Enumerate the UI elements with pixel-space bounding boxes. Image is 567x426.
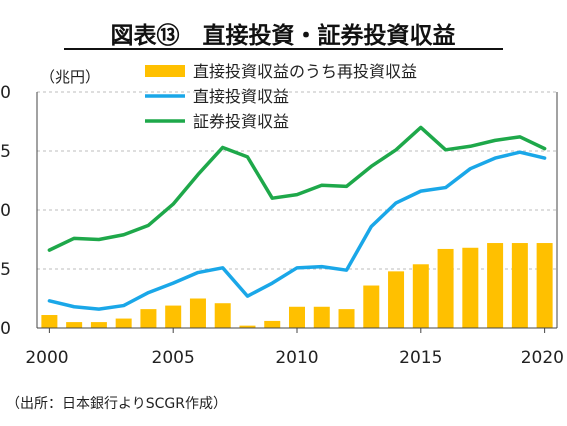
legend-label: 証券投資収益 xyxy=(193,112,289,131)
y-tick-label: 5 xyxy=(0,260,11,280)
x-tick-label: 2000 xyxy=(25,348,68,368)
y-tick-label: 0 xyxy=(0,83,11,103)
legend-label: 直接投資収益 xyxy=(193,87,289,106)
bar xyxy=(487,243,504,328)
bar xyxy=(289,306,305,328)
bar xyxy=(536,243,553,328)
bar xyxy=(140,309,157,328)
bar xyxy=(462,247,479,328)
bar xyxy=(437,248,454,328)
series-lines xyxy=(47,125,547,311)
bar xyxy=(363,285,380,328)
source-note: （出所：日本銀行よりSCGR作成） xyxy=(6,396,227,412)
bar xyxy=(313,306,330,328)
bar xyxy=(165,305,182,328)
gridlines xyxy=(37,91,557,270)
series-line-1 xyxy=(47,125,547,252)
chart-title: 図表⑬ 直接投資・証券投資収益 xyxy=(111,22,456,49)
axes: 0 5 0 5 0 2000 2005 2010 2015 2020 xyxy=(0,83,564,368)
bar xyxy=(511,243,528,328)
bar xyxy=(41,315,58,328)
bars xyxy=(41,243,553,328)
bar xyxy=(90,322,107,328)
y-tick-label: 0 xyxy=(0,201,11,221)
x-tick-label: 2020 xyxy=(521,348,564,368)
x-tick-label: 2005 xyxy=(152,348,195,368)
bar xyxy=(388,271,405,328)
y-tick-label: 0 xyxy=(0,319,11,339)
bar xyxy=(214,303,231,328)
x-tick-label: 2010 xyxy=(275,348,318,368)
bar xyxy=(264,320,281,328)
bar xyxy=(239,325,256,328)
bar xyxy=(66,322,83,328)
bar xyxy=(412,264,429,328)
legend-label: 直接投資収益のうち再投資収益 xyxy=(193,62,417,81)
bar xyxy=(115,318,132,328)
x-tick-label: 2015 xyxy=(399,348,442,368)
series-line-0 xyxy=(47,150,547,311)
bar xyxy=(338,309,355,328)
y-tick-label: 5 xyxy=(0,142,11,162)
bar xyxy=(189,298,206,328)
legend-swatch-bar xyxy=(145,65,185,77)
y-axis-unit-label: （兆円） xyxy=(40,68,100,86)
